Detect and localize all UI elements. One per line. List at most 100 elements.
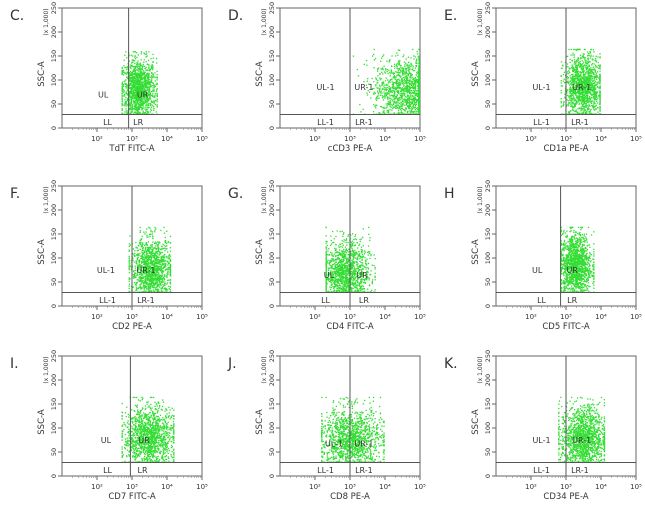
event-point <box>390 87 392 89</box>
event-point <box>386 97 389 99</box>
event-point <box>137 74 139 76</box>
event-point <box>132 274 135 276</box>
event-point <box>146 266 149 268</box>
event-point <box>393 91 395 93</box>
event-point <box>150 85 153 87</box>
event-point <box>164 250 166 252</box>
event-point <box>576 70 578 72</box>
event-point <box>146 112 148 114</box>
event-point <box>418 75 420 77</box>
event-point <box>130 111 132 113</box>
event-point <box>144 91 146 93</box>
event-point <box>586 84 588 86</box>
event-point <box>136 263 138 265</box>
event-point <box>131 110 133 112</box>
event-point <box>591 86 593 88</box>
event-point <box>579 62 581 65</box>
event-point <box>406 63 408 65</box>
event-point <box>404 101 406 103</box>
event-point <box>564 88 567 90</box>
event-point <box>400 110 402 112</box>
event-point <box>131 73 134 75</box>
event-point <box>411 101 414 104</box>
event-point <box>363 81 365 83</box>
event-point <box>130 96 132 98</box>
event-point <box>587 71 589 73</box>
event-point <box>140 53 142 55</box>
event-point <box>585 77 587 79</box>
event-point <box>585 65 588 67</box>
event-point <box>568 70 570 72</box>
event-point <box>151 233 154 235</box>
event-point <box>129 96 131 98</box>
event-point <box>574 60 576 63</box>
event-point <box>395 55 397 57</box>
event-point <box>415 93 417 95</box>
event-point <box>142 104 144 106</box>
event-point <box>396 71 398 73</box>
event-point <box>403 77 405 79</box>
event-point <box>575 103 577 105</box>
event-point <box>584 109 586 111</box>
event-point <box>405 90 407 93</box>
event-point <box>398 62 400 64</box>
event-point <box>583 94 585 96</box>
event-point <box>585 97 587 100</box>
event-point <box>401 68 403 70</box>
event-point <box>587 70 589 72</box>
event-point <box>376 90 379 92</box>
event-point <box>398 99 400 101</box>
event-point <box>151 65 154 67</box>
event-point <box>397 99 400 102</box>
event-point <box>139 106 141 108</box>
event-point <box>149 227 151 229</box>
event-point <box>410 105 412 107</box>
event-point <box>571 64 573 66</box>
event-point <box>128 259 130 261</box>
event-point <box>141 108 143 111</box>
event-point <box>155 111 157 113</box>
event-point <box>407 100 409 102</box>
event-point <box>401 89 403 91</box>
y-tick-label: 50 <box>484 100 492 108</box>
event-point <box>572 54 574 56</box>
event-point <box>562 73 565 76</box>
event-point <box>579 78 581 80</box>
event-point <box>134 58 137 60</box>
event-point <box>400 89 403 91</box>
event-point <box>576 84 578 87</box>
event-point <box>581 83 584 85</box>
event-point <box>148 69 150 71</box>
event-point <box>397 99 399 102</box>
event-point <box>560 75 562 77</box>
event-point <box>403 79 405 81</box>
event-point <box>131 87 133 89</box>
event-point <box>130 107 133 109</box>
event-point <box>127 72 129 75</box>
event-point <box>575 101 578 103</box>
event-point <box>395 104 398 106</box>
event-point <box>400 105 402 107</box>
event-point <box>404 96 407 98</box>
event-point <box>411 64 413 66</box>
event-point <box>410 84 413 86</box>
event-point <box>140 258 142 260</box>
event-point <box>578 84 580 86</box>
event-point <box>142 111 144 113</box>
event-point <box>139 62 141 64</box>
event-point <box>137 63 139 65</box>
event-point <box>152 270 154 272</box>
event-point <box>584 57 586 59</box>
event-point <box>386 70 388 73</box>
event-point <box>393 82 395 84</box>
event-point <box>412 87 414 90</box>
event-point <box>410 107 413 109</box>
event-point <box>402 73 404 75</box>
event-point <box>130 102 133 104</box>
event-point <box>572 106 574 109</box>
event-point <box>580 79 582 81</box>
event-point <box>375 85 377 87</box>
event-point <box>394 91 396 94</box>
event-point <box>594 90 596 93</box>
x-axis-label: CD1a PE-A <box>544 144 589 154</box>
